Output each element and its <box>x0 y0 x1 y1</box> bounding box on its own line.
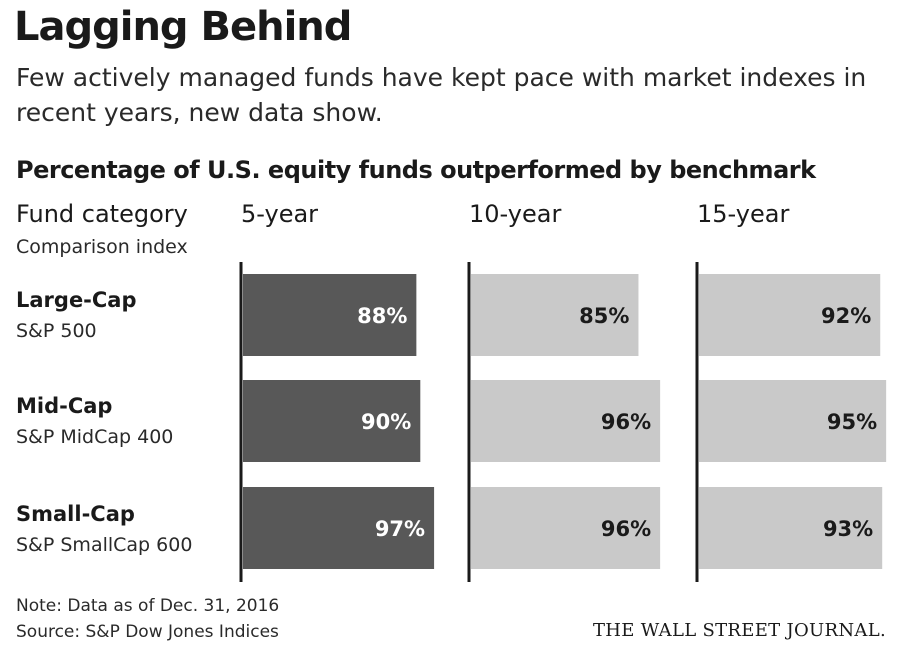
row-category-large-cap: Large-Cap <box>16 288 137 312</box>
row-category-small-cap: Small-Cap <box>16 502 135 526</box>
row-index-small-cap: S&P SmallCap 600 <box>16 534 193 556</box>
period-header-10-year: 10-year <box>469 200 562 228</box>
publisher-logo: THE WALL STREET JOURNAL. <box>592 620 886 641</box>
data-label-small-cap-15-year: 93% <box>823 517 873 541</box>
period-header-15-year: 15-year <box>697 200 790 228</box>
bar-mid-cap-10-year <box>471 380 661 462</box>
chart-source: Source: S&P Dow Jones Indices <box>16 622 279 642</box>
column-header-category: Fund category <box>16 200 188 228</box>
data-label-mid-cap-5-year: 90% <box>361 410 411 434</box>
column-header-index: Comparison index <box>16 236 188 258</box>
data-label-mid-cap-10-year: 96% <box>601 410 651 434</box>
period-header-5-year: 5-year <box>241 200 319 228</box>
bar-large-cap-10-year <box>471 274 639 356</box>
bar-small-cap-15-year <box>699 487 883 569</box>
row-category-mid-cap: Mid-Cap <box>16 394 113 418</box>
row-index-mid-cap: S&P MidCap 400 <box>16 426 174 448</box>
data-label-large-cap-15-year: 92% <box>821 304 871 328</box>
data-label-large-cap-5-year: 88% <box>357 304 407 328</box>
chart-heading: Percentage of U.S. equity funds outperfo… <box>16 156 816 184</box>
data-label-small-cap-10-year: 96% <box>601 517 651 541</box>
data-label-large-cap-10-year: 85% <box>579 304 629 328</box>
chart-title: Lagging Behind <box>14 4 352 50</box>
bar-small-cap-10-year <box>471 487 661 569</box>
chart-subtitle: Few actively managed funds have kept pac… <box>16 63 867 127</box>
data-label-mid-cap-15-year: 95% <box>827 410 877 434</box>
bar-large-cap-5-year <box>243 274 417 356</box>
data-label-small-cap-5-year: 97% <box>375 517 425 541</box>
bar-mid-cap-15-year <box>699 380 887 462</box>
bar-small-cap-5-year <box>243 487 435 569</box>
row-index-large-cap: S&P 500 <box>16 320 97 342</box>
chart-note: Note: Data as of Dec. 31, 2016 <box>16 596 280 616</box>
bar-mid-cap-5-year <box>243 380 421 462</box>
bar-large-cap-15-year <box>699 274 881 356</box>
